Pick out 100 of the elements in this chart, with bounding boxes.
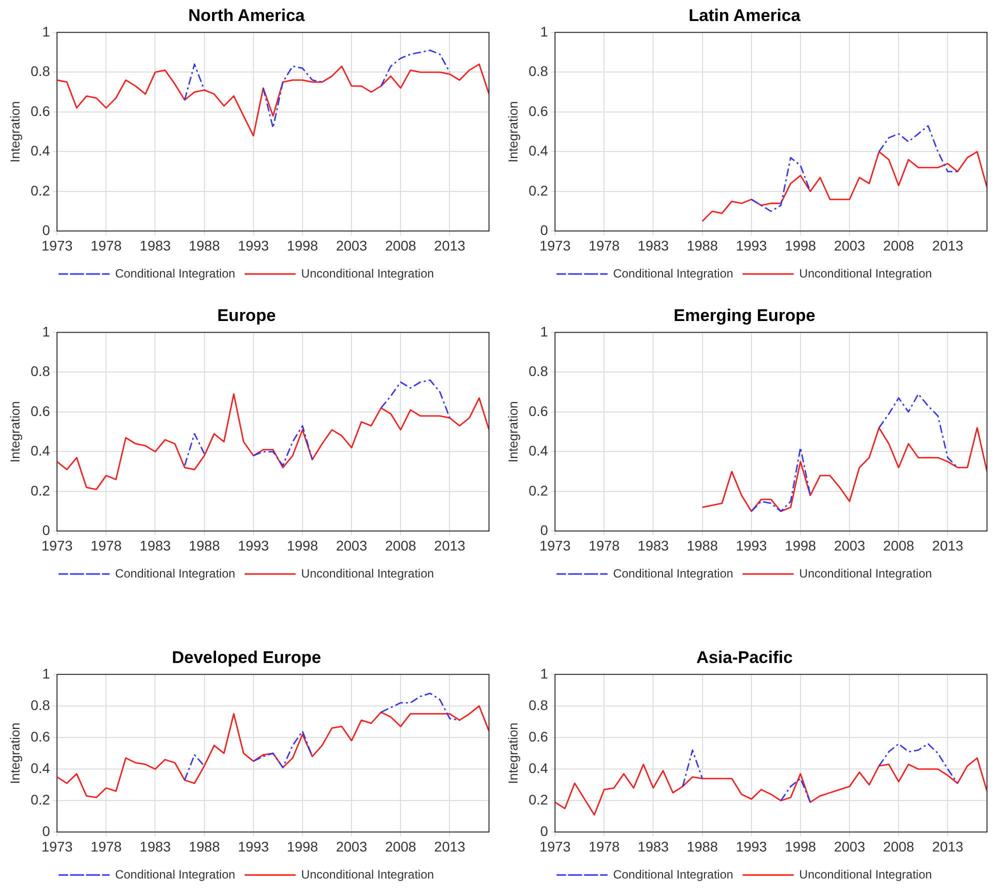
- y-tick-label: 0.8: [528, 696, 548, 713]
- x-tick-label: 1993: [238, 838, 270, 854]
- x-tick-label: 2003: [336, 537, 368, 554]
- x-tick-label: 1978: [90, 838, 122, 854]
- x-tick-label: 1993: [238, 537, 270, 554]
- x-tick-label: 2003: [336, 838, 368, 854]
- x-tick-label: 1973: [539, 838, 571, 854]
- x-tick-label: 1973: [41, 237, 73, 254]
- x-tick-label: 1983: [638, 237, 670, 254]
- chart-title: North America: [188, 6, 306, 25]
- y-tick-label: 0.6: [528, 102, 548, 119]
- chart-title: Developed Europe: [172, 648, 322, 667]
- y-tick-label: 0.6: [528, 402, 548, 419]
- x-tick-label: 2008: [385, 537, 416, 554]
- y-tick-label: 0.2: [528, 792, 548, 808]
- x-tick-label: 2013: [932, 537, 964, 554]
- legend-label: Conditional Integration: [115, 566, 236, 580]
- y-axis-title: Integration: [505, 722, 520, 784]
- x-tick-label: 1973: [41, 838, 73, 854]
- y-tick-label: 0: [42, 522, 50, 538]
- x-tick-label: 2003: [336, 237, 368, 254]
- x-tick-label: 1988: [188, 838, 220, 854]
- chart-title: Latin America: [688, 6, 801, 25]
- legend-label: Conditional Integration: [613, 566, 734, 580]
- y-tick-label: 0.2: [528, 182, 548, 198]
- y-axis-title: Integration: [505, 401, 520, 463]
- y-tick-label: 0: [540, 222, 548, 238]
- x-tick-label: 2003: [834, 537, 866, 554]
- x-tick-label: 1988: [686, 237, 718, 254]
- legend-label: Unconditional Integration: [799, 566, 932, 580]
- x-tick-label: 1983: [140, 237, 172, 254]
- y-tick-label: 0.6: [30, 728, 50, 744]
- x-tick-label: 1978: [588, 537, 620, 554]
- x-tick-label: 1988: [686, 537, 718, 554]
- chart-title: Asia-Pacific: [696, 648, 793, 667]
- x-tick-label: 1993: [238, 237, 270, 254]
- y-tick-label: 0.2: [528, 482, 548, 498]
- y-tick-label: 0.4: [30, 442, 50, 459]
- y-tick-label: 1: [540, 323, 548, 340]
- y-tick-label: 0.4: [528, 442, 548, 459]
- x-tick-label: 1993: [736, 838, 768, 854]
- y-tick-label: 0.6: [30, 402, 50, 419]
- x-tick-label: 1978: [588, 838, 620, 854]
- y-tick-label: 0.4: [528, 760, 548, 776]
- x-tick-label: 2013: [434, 537, 466, 554]
- x-tick-label: 1998: [784, 537, 816, 554]
- x-tick-label: 1993: [736, 537, 768, 554]
- y-tick-label: 1: [42, 323, 50, 340]
- legend-label: Unconditional Integration: [301, 566, 434, 580]
- y-tick-label: 0.8: [528, 363, 548, 380]
- x-tick-label: 1998: [286, 537, 318, 554]
- y-tick-label: 0: [42, 823, 50, 840]
- y-tick-label: 1: [42, 665, 50, 682]
- y-tick-label: 0.4: [30, 142, 50, 159]
- x-tick-label: 1973: [539, 537, 571, 554]
- x-tick-label: 1978: [90, 237, 122, 254]
- legend-label: Unconditional Integration: [799, 266, 932, 280]
- y-axis-title: Integration: [7, 401, 22, 463]
- x-tick-label: 1988: [188, 237, 220, 254]
- y-tick-label: 0.6: [528, 728, 548, 744]
- chart-title: Emerging Europe: [674, 306, 816, 325]
- x-tick-label: 2008: [385, 237, 416, 254]
- x-tick-label: 1998: [286, 237, 318, 254]
- x-tick-label: 1988: [686, 838, 718, 854]
- x-tick-label: 2008: [385, 838, 416, 854]
- x-tick-label: 1983: [140, 838, 172, 854]
- x-tick-label: 2003: [834, 838, 866, 854]
- x-tick-label: 1973: [539, 237, 571, 254]
- y-tick-label: 0: [42, 222, 50, 238]
- x-tick-label: 1978: [588, 237, 620, 254]
- y-tick-label: 0.8: [30, 363, 50, 380]
- x-tick-label: 2003: [834, 237, 866, 254]
- y-axis-title: Integration: [505, 101, 520, 163]
- y-tick-label: 0.8: [528, 63, 548, 80]
- x-tick-label: 2013: [932, 838, 964, 854]
- y-axis-title: Integration: [7, 101, 22, 163]
- y-tick-label: 1: [540, 665, 548, 682]
- y-tick-label: 0: [540, 823, 548, 840]
- y-tick-label: 0.2: [30, 482, 50, 498]
- y-tick-label: 0.6: [30, 102, 50, 119]
- x-tick-label: 2013: [932, 237, 964, 254]
- x-tick-label: 1973: [41, 537, 73, 554]
- x-tick-label: 2008: [883, 237, 914, 254]
- x-tick-label: 1998: [784, 237, 816, 254]
- y-tick-label: 0.2: [30, 792, 50, 808]
- legend-label: Unconditional Integration: [301, 266, 434, 280]
- x-tick-label: 1998: [784, 838, 816, 854]
- legend-label: Unconditional Integration: [799, 867, 932, 882]
- x-tick-label: 1983: [140, 537, 172, 554]
- y-tick-label: 0.4: [30, 760, 50, 776]
- y-tick-label: 1: [42, 23, 50, 40]
- y-tick-label: 0.8: [30, 696, 50, 713]
- x-tick-label: 1998: [286, 838, 318, 854]
- x-tick-label: 2013: [434, 237, 466, 254]
- x-tick-label: 1978: [90, 537, 122, 554]
- x-tick-label: 1983: [638, 537, 670, 554]
- x-tick-label: 2008: [883, 537, 914, 554]
- legend-label: Unconditional Integration: [301, 867, 434, 882]
- legend-label: Conditional Integration: [115, 867, 236, 882]
- chart-title: Europe: [217, 306, 276, 325]
